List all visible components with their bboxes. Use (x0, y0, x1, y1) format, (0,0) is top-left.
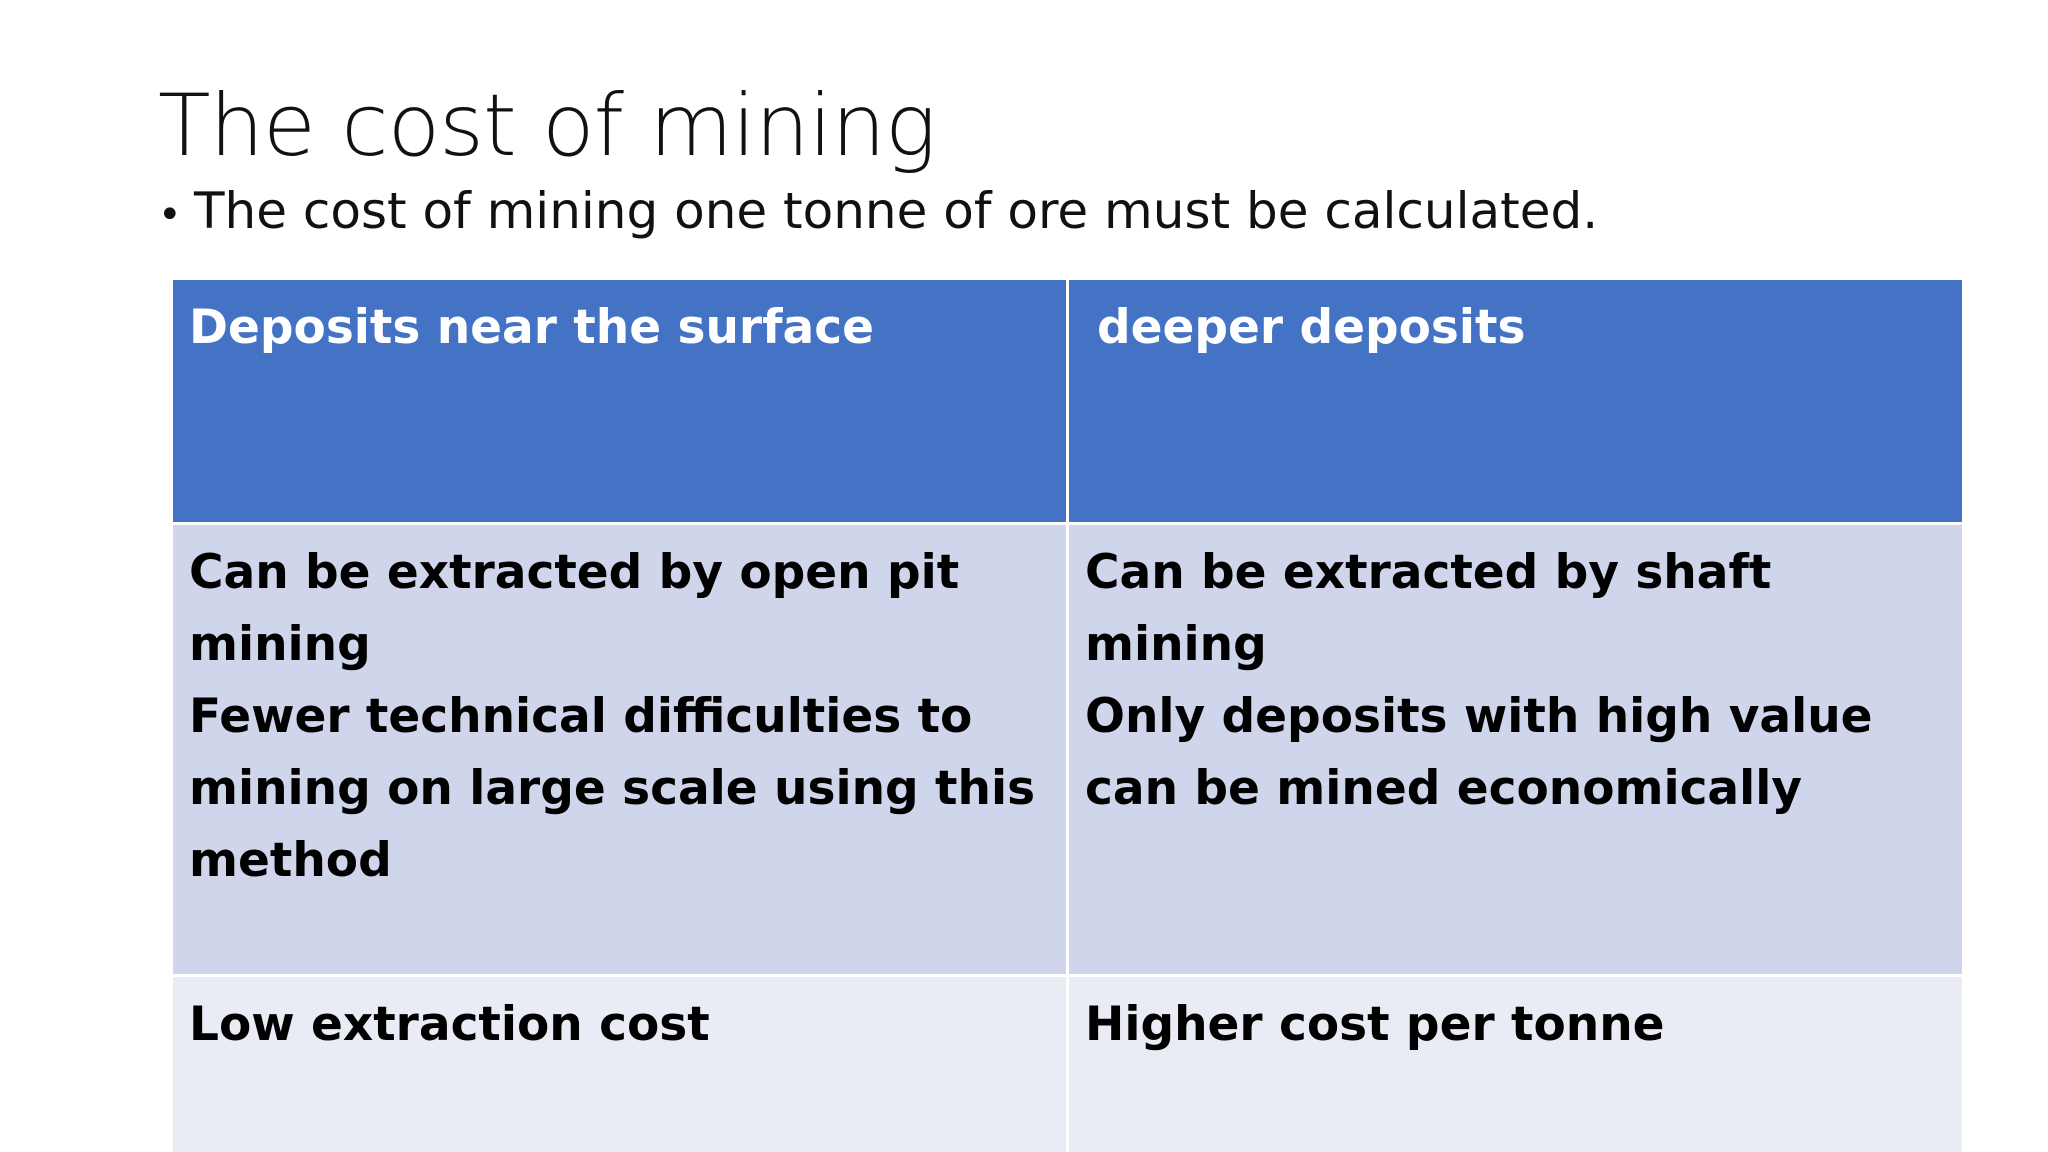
cell-line: Can be extracted by shaft mining (1085, 545, 1772, 672)
slide-title: The cost of mining (158, 76, 936, 176)
table-cell-surface-cost: Low extraction cost (170, 974, 1069, 1152)
table-header-row: Deposits near the surface deeper deposit… (170, 277, 1965, 525)
bullet-item: • The cost of mining one tonne of ore mus… (158, 178, 1598, 248)
bullet-marker: • (158, 192, 182, 238)
header-cell-deeper: deeper deposits (1066, 277, 1965, 525)
comparison-table: Deposits near the surface deeper deposit… (170, 277, 1965, 1152)
cell-line: Only deposits with high value can be min… (1085, 689, 1873, 816)
table-row: Low extraction cost Higher cost per tonn… (170, 974, 1965, 1152)
table-cell-deeper-cost: Higher cost per tonne (1066, 974, 1965, 1152)
header-cell-surface: Deposits near the surface (170, 277, 1069, 525)
cell-line: Higher cost per tonne (1085, 997, 1665, 1052)
table-cell-deeper-methods: Can be extracted by shaft mining Only de… (1066, 522, 1965, 977)
table-cell-surface-methods: Can be extracted by open pit mining Fewe… (170, 522, 1069, 977)
cell-line: Can be extracted by open pit mining (189, 545, 960, 672)
cell-line: Low extraction cost (189, 997, 710, 1052)
bullet-text: The cost of mining one tonne of ore must… (194, 182, 1599, 240)
cell-line: Fewer technical difficulties to mining o… (189, 689, 1036, 888)
table-row: Can be extracted by open pit mining Fewe… (170, 522, 1965, 977)
